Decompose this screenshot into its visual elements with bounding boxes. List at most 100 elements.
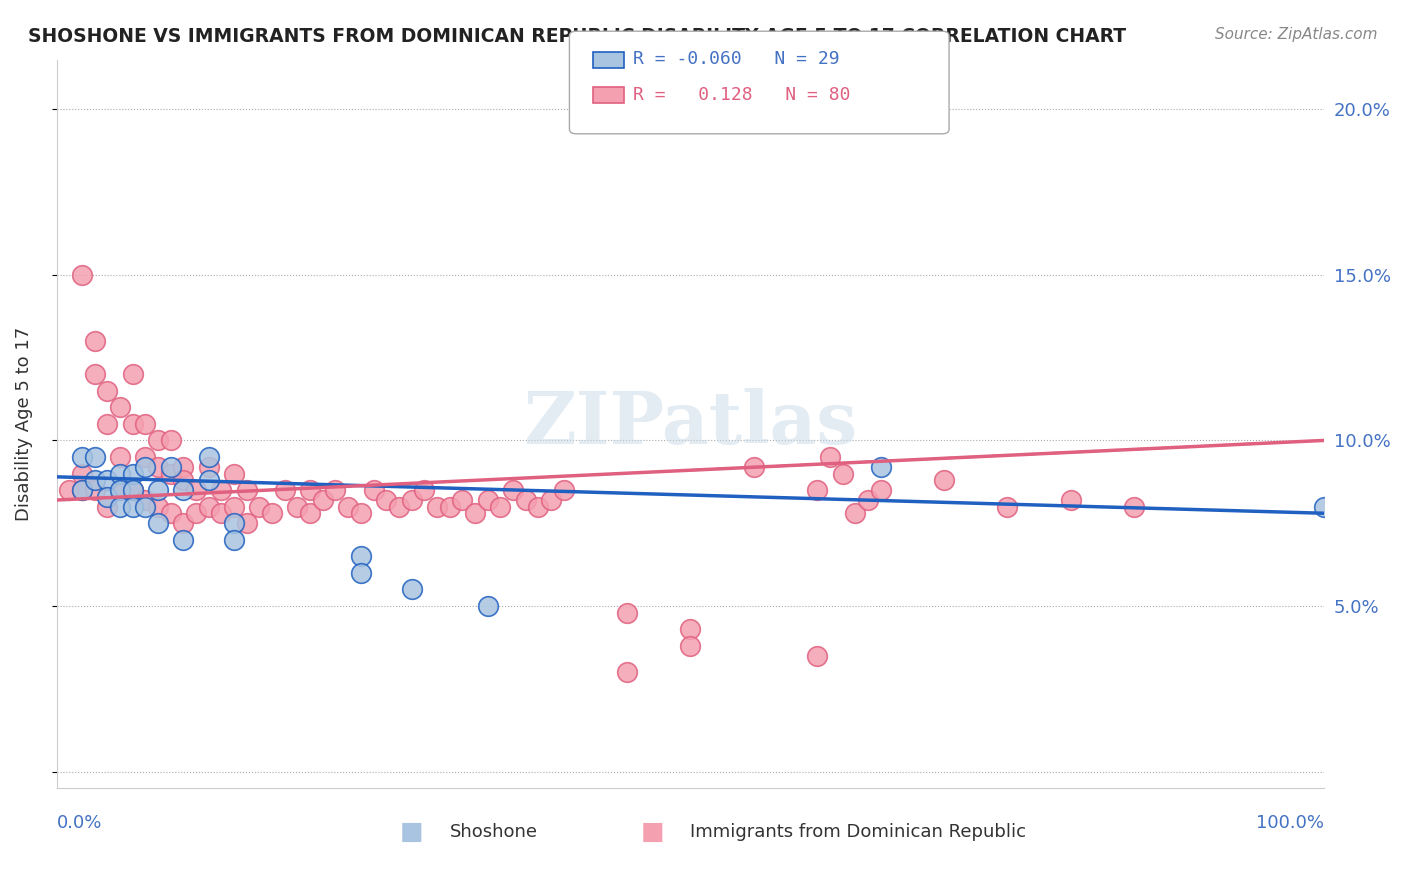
Point [477,599,499,613]
Point [172,459,194,474]
Point [679,622,702,636]
Point [184,483,207,497]
Point [869,459,891,474]
Point [83,473,105,487]
Point [401,582,423,597]
Point [426,500,449,514]
Point [222,500,245,514]
Point [350,549,373,564]
Point [553,483,575,497]
Point [134,459,156,474]
Point [96,417,118,431]
Point [502,483,524,497]
Y-axis label: Disability Age 5 to 17: Disability Age 5 to 17 [15,326,32,521]
Text: ■: ■ [399,820,423,844]
Point [134,493,156,508]
Point [388,500,411,514]
Point [134,450,156,464]
Point [806,483,828,497]
Point [363,483,385,497]
Text: Immigrants from Dominican Republic: Immigrants from Dominican Republic [690,822,1026,841]
Point [197,459,219,474]
Point [869,483,891,497]
Point [995,500,1018,514]
Point [197,500,219,514]
Point [262,506,284,520]
Point [108,467,131,481]
Text: R =   0.128   N = 80: R = 0.128 N = 80 [633,86,851,103]
Point [1313,500,1336,514]
Point [146,516,169,531]
Point [159,434,181,448]
Point [527,500,550,514]
Point [222,533,245,547]
Point [325,483,347,497]
Point [299,506,322,520]
Point [108,450,131,464]
Point [451,493,474,508]
Point [70,268,93,282]
Point [209,506,232,520]
Point [96,490,118,504]
Point [96,384,118,398]
Point [108,401,131,415]
Point [83,483,105,497]
Point [464,506,486,520]
Point [121,467,143,481]
Point [70,467,93,481]
Point [121,483,143,497]
Point [70,483,93,497]
Point [616,665,638,680]
Text: ■: ■ [641,820,664,844]
Point [742,459,765,474]
Point [134,417,156,431]
Point [222,516,245,531]
Point [58,483,80,497]
Point [70,483,93,497]
Point [413,483,436,497]
Text: R = -0.060   N = 29: R = -0.060 N = 29 [633,50,839,68]
Point [222,467,245,481]
Point [515,493,537,508]
Point [146,434,169,448]
Point [1060,493,1083,508]
Point [96,500,118,514]
Point [121,483,143,497]
Point [350,566,373,580]
Point [209,483,232,497]
Point [818,450,841,464]
Point [1123,500,1146,514]
Point [350,506,373,520]
Text: 0.0%: 0.0% [56,814,103,831]
Point [312,493,335,508]
Point [83,367,105,381]
Point [375,493,398,508]
Point [844,506,866,520]
Point [477,493,499,508]
Point [146,459,169,474]
Text: Shoshone: Shoshone [450,822,537,841]
Point [159,467,181,481]
Point [172,483,194,497]
Point [172,473,194,487]
Point [121,417,143,431]
Point [679,639,702,653]
Point [121,367,143,381]
Point [146,500,169,514]
Point [337,500,360,514]
Point [70,450,93,464]
Text: ZIPatlas: ZIPatlas [523,388,858,459]
Point [172,533,194,547]
Point [83,334,105,348]
Point [401,493,423,508]
Point [121,500,143,514]
Point [856,493,879,508]
Point [83,450,105,464]
Point [184,506,207,520]
Point [236,483,259,497]
Point [616,606,638,620]
Point [439,500,461,514]
Point [489,500,512,514]
Point [108,483,131,497]
Point [96,473,118,487]
